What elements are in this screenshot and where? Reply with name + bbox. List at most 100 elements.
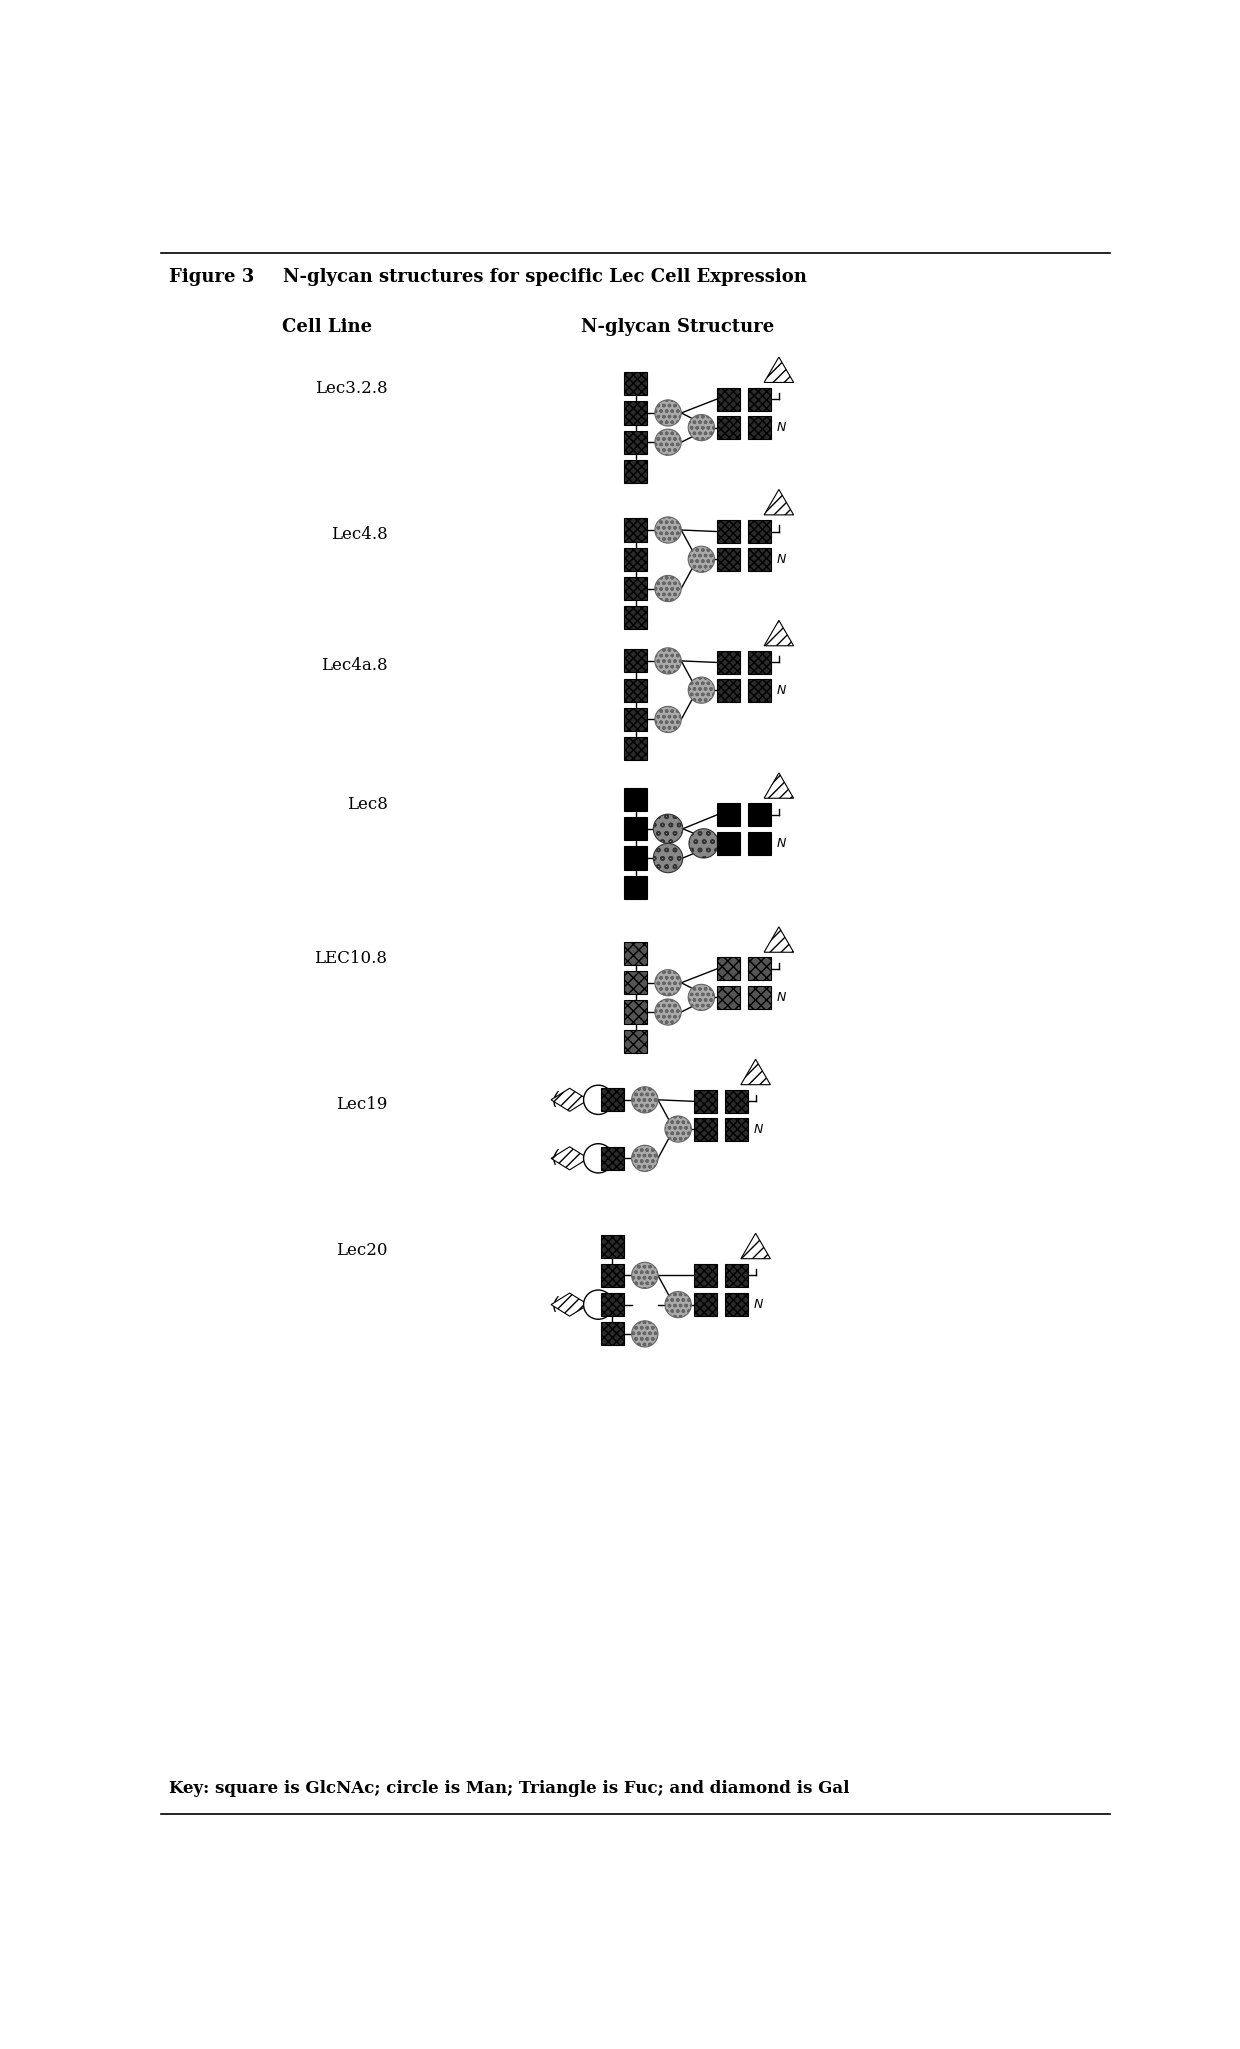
Circle shape bbox=[653, 844, 683, 873]
Circle shape bbox=[688, 984, 714, 1010]
Bar bbox=[717, 678, 740, 701]
Text: N: N bbox=[776, 422, 786, 434]
Circle shape bbox=[688, 676, 714, 703]
Bar bbox=[717, 547, 740, 572]
Bar bbox=[748, 416, 771, 438]
Text: Cell Line: Cell Line bbox=[281, 318, 372, 336]
Bar bbox=[748, 803, 771, 826]
Text: Lec20: Lec20 bbox=[336, 1242, 387, 1260]
Circle shape bbox=[631, 1145, 658, 1172]
Text: N: N bbox=[754, 1299, 763, 1311]
Text: N-glycan Structure: N-glycan Structure bbox=[582, 318, 775, 336]
Bar bbox=[693, 1293, 717, 1315]
Circle shape bbox=[584, 1143, 613, 1172]
Bar bbox=[624, 943, 647, 965]
Bar bbox=[748, 957, 771, 981]
Text: Lec3.2.8: Lec3.2.8 bbox=[315, 379, 387, 398]
Text: N: N bbox=[776, 684, 786, 697]
Bar bbox=[748, 547, 771, 572]
Bar bbox=[600, 1236, 624, 1258]
Circle shape bbox=[653, 813, 683, 844]
Polygon shape bbox=[551, 1293, 588, 1315]
Circle shape bbox=[584, 1086, 613, 1115]
Circle shape bbox=[688, 547, 714, 572]
Bar bbox=[717, 832, 740, 854]
Bar bbox=[717, 416, 740, 438]
Bar bbox=[693, 1117, 717, 1141]
Bar bbox=[724, 1117, 748, 1141]
Circle shape bbox=[655, 516, 681, 543]
Bar bbox=[717, 986, 740, 1008]
Circle shape bbox=[584, 1291, 613, 1320]
Text: N: N bbox=[754, 1123, 763, 1135]
Bar bbox=[624, 402, 647, 424]
Bar bbox=[624, 1031, 647, 1053]
Bar bbox=[693, 1264, 717, 1287]
Circle shape bbox=[655, 1000, 681, 1024]
Text: Figure 3: Figure 3 bbox=[169, 268, 254, 287]
Bar bbox=[693, 1090, 717, 1113]
Circle shape bbox=[631, 1262, 658, 1289]
Circle shape bbox=[655, 428, 681, 455]
Bar bbox=[724, 1264, 748, 1287]
Bar bbox=[624, 971, 647, 994]
Text: N: N bbox=[776, 836, 786, 850]
Bar bbox=[717, 652, 740, 674]
Bar bbox=[748, 387, 771, 410]
Bar bbox=[624, 607, 647, 629]
Bar bbox=[600, 1293, 624, 1315]
Bar bbox=[748, 832, 771, 854]
Bar bbox=[717, 520, 740, 543]
Bar bbox=[600, 1322, 624, 1346]
Bar bbox=[724, 1293, 748, 1315]
Bar bbox=[624, 818, 647, 840]
Bar bbox=[600, 1088, 624, 1111]
Circle shape bbox=[655, 400, 681, 426]
Circle shape bbox=[631, 1322, 658, 1346]
Text: N: N bbox=[776, 553, 786, 566]
Bar bbox=[724, 1090, 748, 1113]
Text: N-glycan structures for specific Lec Cell Expression: N-glycan structures for specific Lec Cel… bbox=[283, 268, 807, 287]
Bar bbox=[717, 957, 740, 981]
Circle shape bbox=[655, 576, 681, 602]
Bar bbox=[748, 652, 771, 674]
Circle shape bbox=[655, 969, 681, 996]
Bar bbox=[624, 678, 647, 701]
Circle shape bbox=[655, 707, 681, 734]
Circle shape bbox=[689, 828, 718, 859]
Bar bbox=[624, 547, 647, 572]
Bar bbox=[624, 430, 647, 453]
Bar bbox=[624, 518, 647, 541]
Bar bbox=[717, 803, 740, 826]
Circle shape bbox=[655, 647, 681, 674]
Text: (: ( bbox=[552, 1090, 562, 1109]
Text: Lec8: Lec8 bbox=[347, 795, 387, 813]
Text: (: ( bbox=[552, 1149, 562, 1168]
Bar bbox=[624, 738, 647, 760]
Bar bbox=[624, 1000, 647, 1024]
Bar bbox=[748, 520, 771, 543]
Text: Key: square is GlcNAc; circle is Man; Triangle is Fuc; and diamond is Gal: Key: square is GlcNAc; circle is Man; Tr… bbox=[169, 1781, 849, 1797]
Text: N: N bbox=[776, 992, 786, 1004]
Circle shape bbox=[665, 1291, 692, 1318]
Bar bbox=[624, 578, 647, 600]
Bar bbox=[748, 986, 771, 1008]
Text: Lec4a.8: Lec4a.8 bbox=[321, 658, 387, 674]
Bar bbox=[624, 650, 647, 672]
Circle shape bbox=[631, 1086, 658, 1113]
Bar bbox=[624, 846, 647, 869]
Bar bbox=[600, 1147, 624, 1170]
Bar bbox=[624, 459, 647, 484]
Bar bbox=[624, 707, 647, 731]
Bar bbox=[600, 1264, 624, 1287]
Bar bbox=[624, 373, 647, 395]
Polygon shape bbox=[551, 1088, 588, 1111]
Circle shape bbox=[688, 414, 714, 441]
Text: LEC10.8: LEC10.8 bbox=[315, 949, 387, 967]
Text: Lec19: Lec19 bbox=[336, 1096, 387, 1113]
Text: Lec4.8: Lec4.8 bbox=[331, 527, 387, 543]
Polygon shape bbox=[551, 1147, 588, 1170]
Bar bbox=[624, 789, 647, 811]
Text: (: ( bbox=[552, 1295, 562, 1313]
Bar bbox=[748, 678, 771, 701]
